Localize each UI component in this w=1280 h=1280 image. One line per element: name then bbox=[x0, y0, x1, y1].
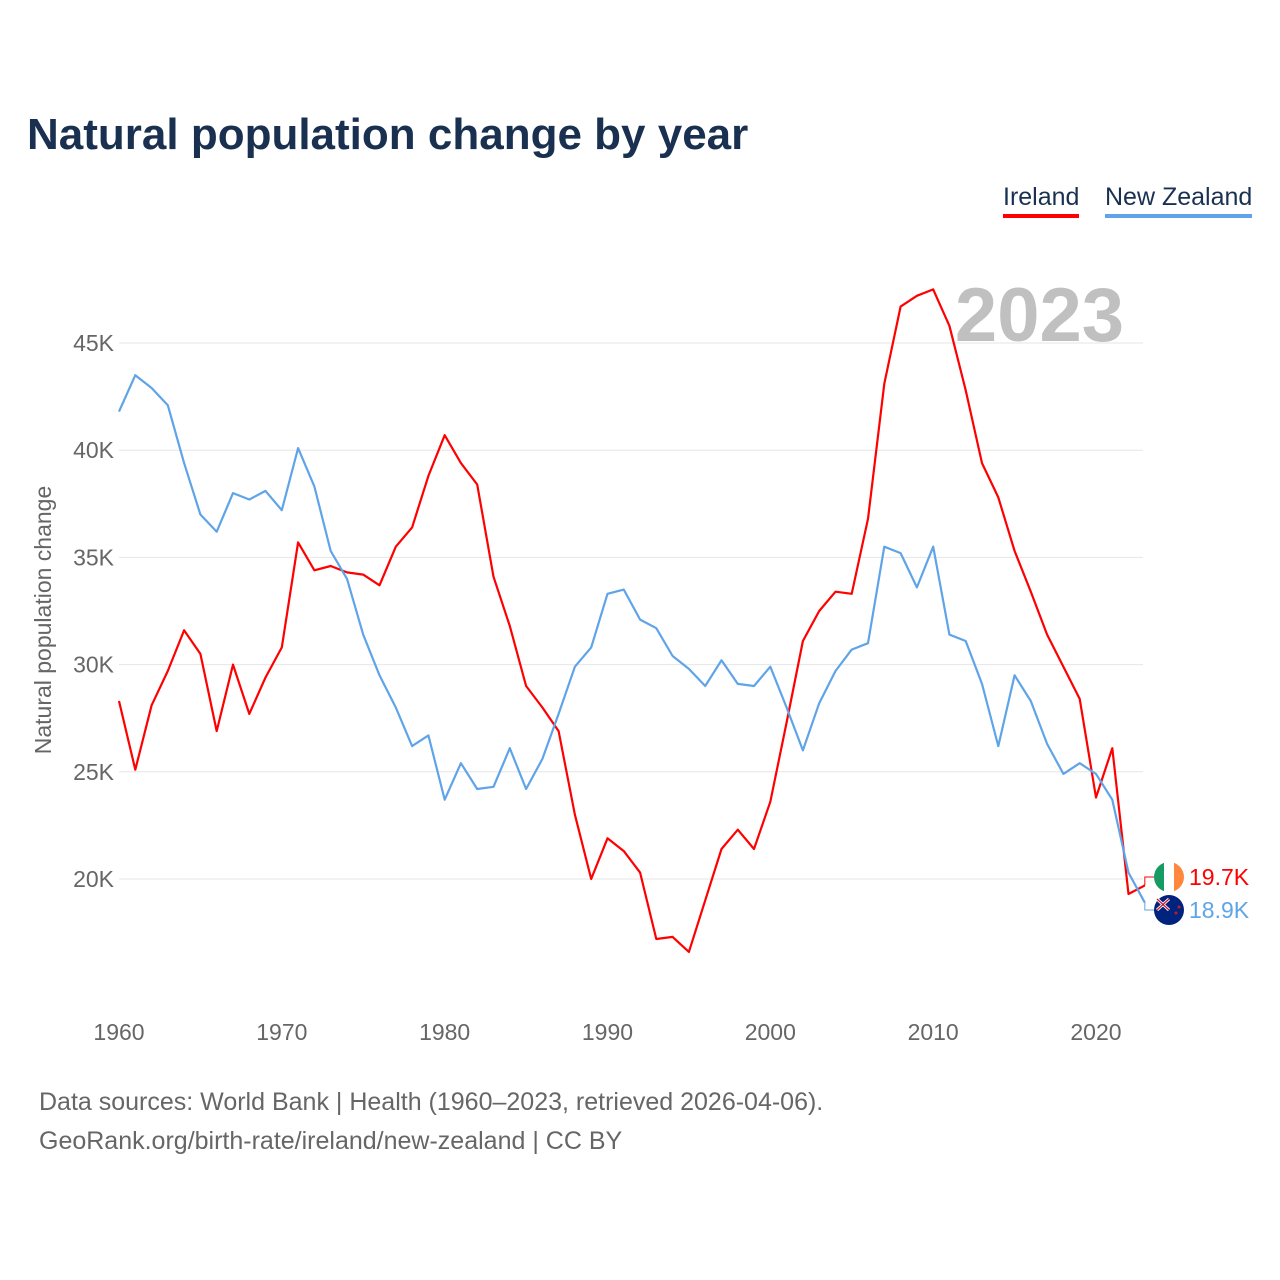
y-tick-label: 45K bbox=[73, 330, 115, 356]
y-tick-label: 35K bbox=[73, 544, 115, 570]
end-value-label: 19.7K bbox=[1189, 864, 1250, 890]
legend-item-ireland[interactable]: Ireland bbox=[1003, 183, 1080, 218]
x-tick-label: 2000 bbox=[745, 1019, 796, 1045]
series-line-ireland[interactable] bbox=[117, 288, 1146, 953]
new-zealand-flag-icon bbox=[1154, 895, 1184, 925]
footer-link[interactable]: GeoRank.org/birth-rate/ireland/new-zeala… bbox=[39, 1127, 623, 1155]
x-tick-label: 2010 bbox=[908, 1019, 959, 1045]
x-tick-label: 1970 bbox=[256, 1019, 307, 1045]
chart-title: Natural population change by year bbox=[27, 110, 749, 159]
series-line-new-zealand[interactable] bbox=[117, 374, 1146, 904]
footer-sources: Data sources: World Bank | Health (1960–… bbox=[39, 1088, 824, 1116]
y-tick-label: 25K bbox=[73, 759, 115, 785]
y-tick-label: 40K bbox=[73, 437, 115, 463]
x-tick-label: 1990 bbox=[582, 1019, 633, 1045]
x-tick-label: 1960 bbox=[93, 1019, 144, 1045]
year-watermark: 2023 bbox=[955, 273, 1124, 358]
end-connector bbox=[1144, 876, 1154, 886]
end-value-label: 18.9K bbox=[1189, 897, 1250, 923]
y-axis-label: Natural population change bbox=[30, 486, 56, 755]
y-tick-label: 30K bbox=[73, 652, 115, 678]
legend-item-new-zealand[interactable]: New Zealand bbox=[1105, 183, 1253, 218]
ireland-flag-icon bbox=[1154, 862, 1184, 892]
x-tick-label: 2020 bbox=[1070, 1019, 1121, 1045]
y-tick-label: 20K bbox=[73, 866, 115, 892]
x-tick-label: 1980 bbox=[419, 1019, 470, 1045]
end-connector bbox=[1144, 902, 1154, 911]
